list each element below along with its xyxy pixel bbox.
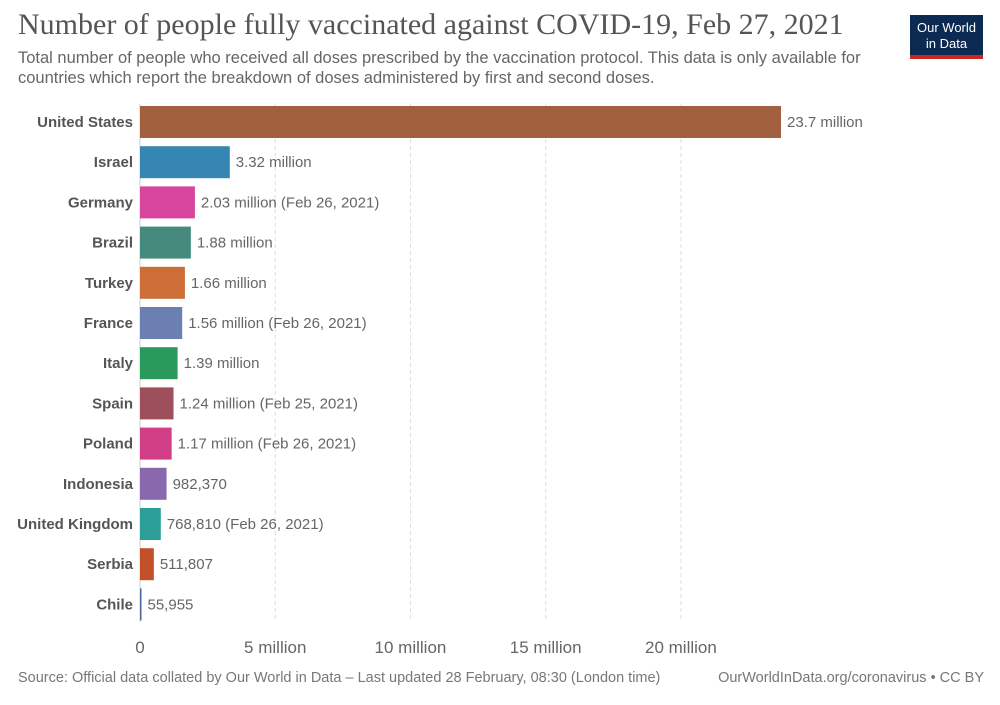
owid-logo[interactable]: Our World in Data <box>910 15 983 59</box>
bar <box>140 266 185 299</box>
value-label: 1.17 million (Feb 26, 2021) <box>178 436 356 453</box>
chart-title: Number of people fully vaccinated agains… <box>18 8 844 41</box>
bar <box>140 226 191 259</box>
category-label: Turkey <box>85 275 134 292</box>
value-label: 768,810 (Feb 26, 2021) <box>167 516 324 533</box>
value-label: 1.24 million (Feb 25, 2021) <box>180 395 358 412</box>
value-label: 511,807 <box>160 556 213 573</box>
category-label: Spain <box>92 395 133 412</box>
value-label: 1.39 million <box>184 355 260 372</box>
bar <box>140 347 178 380</box>
category-label: Brazil <box>92 235 133 252</box>
chart-subtitle: Total number of people who received all … <box>18 49 861 87</box>
value-label: 982,370 <box>173 476 227 493</box>
bar <box>140 467 167 500</box>
credit-link[interactable]: OurWorldInData.org/coronavirus • CC BY <box>718 670 984 686</box>
value-label: 2.03 million (Feb 26, 2021) <box>201 194 379 211</box>
logo-line-1: Our World <box>917 20 976 35</box>
category-label: Germany <box>68 194 134 211</box>
source-note: Source: Official data collated by Our Wo… <box>18 670 661 686</box>
value-label: 1.56 million (Feb 26, 2021) <box>188 315 366 332</box>
x-tick-label: 15 million <box>510 638 582 657</box>
bar <box>140 146 230 179</box>
value-label: 1.66 million <box>191 275 267 292</box>
bar <box>140 508 161 540</box>
x-tick-label: 0 <box>135 638 144 657</box>
bars: United States 23.7 million Israel 3.32 mill… <box>17 106 863 621</box>
bar <box>140 186 195 219</box>
value-label: 1.88 million <box>197 235 273 252</box>
bar <box>140 588 142 621</box>
category-label: Poland <box>83 436 133 453</box>
bar <box>140 387 174 420</box>
value-label: 23.7 million <box>787 114 863 131</box>
category-label: Serbia <box>87 556 134 573</box>
category-label: Indonesia <box>63 476 134 493</box>
x-tick-label: 10 million <box>375 638 447 657</box>
value-label: 55,955 <box>148 596 194 613</box>
logo-line-2: in Data <box>925 36 968 51</box>
category-label: France <box>84 315 133 332</box>
bar <box>140 106 781 138</box>
x-tick-label: 5 million <box>244 638 306 657</box>
category-label: Israel <box>94 154 133 171</box>
value-label: 3.32 million <box>236 154 312 171</box>
category-label: United Kingdom <box>17 516 133 533</box>
category-label: United States <box>37 114 133 131</box>
bar <box>140 307 183 339</box>
category-label: Chile <box>96 596 133 613</box>
category-label: Italy <box>103 355 134 372</box>
bar <box>140 427 172 460</box>
bar <box>140 548 154 581</box>
x-tick-label: 20 million <box>645 638 717 657</box>
x-axis-ticks: 0 5 million 10 million 15 million 20 million <box>135 638 717 657</box>
